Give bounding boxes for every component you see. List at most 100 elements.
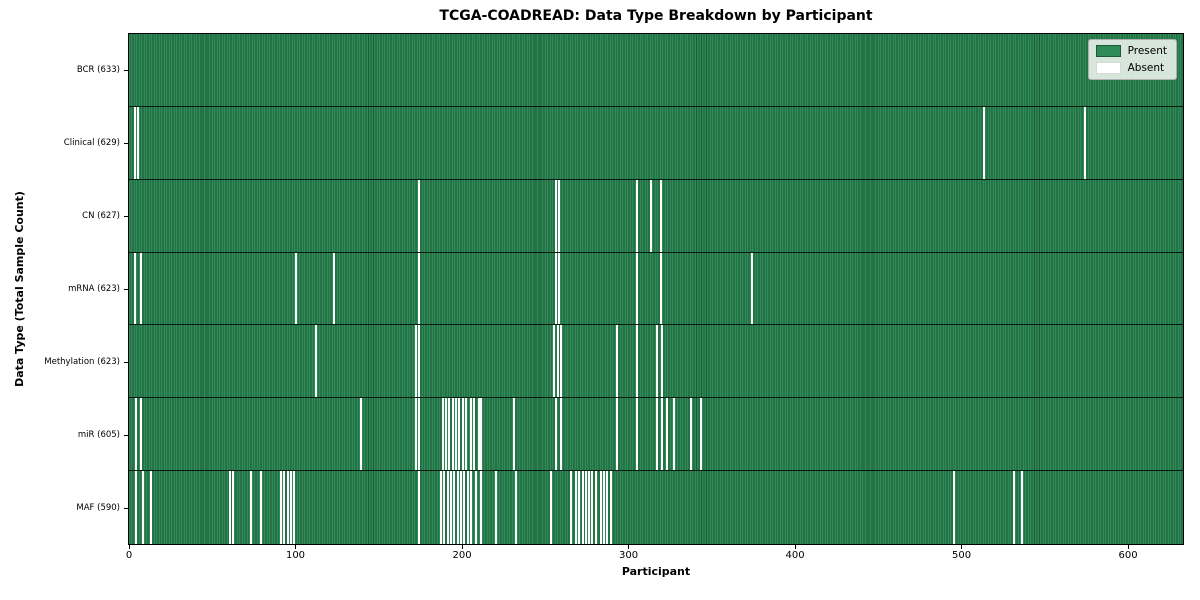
absent-stripe (464, 398, 467, 471)
absent-stripe (441, 398, 444, 471)
absent-stripe (659, 252, 662, 325)
absent-stripe (461, 398, 464, 471)
absent-stripe (558, 179, 561, 252)
absent-stripe (414, 398, 417, 471)
absent-stripe (448, 398, 451, 471)
absent-stripe (569, 471, 572, 544)
absent-stripe (451, 398, 454, 471)
absent-stripe (1084, 106, 1087, 179)
x-tick-label: 500 (951, 550, 972, 561)
x-tick-label: 400 (785, 550, 805, 561)
x-tick (128, 545, 130, 549)
absent-stripe (591, 471, 594, 544)
absent-stripe (656, 398, 659, 471)
row-mir (129, 398, 1183, 472)
absent-stripe (636, 398, 639, 471)
absent-stripe (656, 325, 659, 398)
absent-stripe (286, 471, 289, 544)
absent-stripe (136, 106, 139, 179)
y-tick (124, 289, 128, 290)
absent-stripe (649, 179, 652, 252)
absent-stripe (458, 398, 461, 471)
row-cn (129, 179, 1183, 253)
absent-stripe (559, 398, 562, 471)
absent-stripe (443, 471, 446, 544)
absent-stripe (469, 471, 472, 544)
row-clinical (129, 106, 1183, 180)
legend: Present Absent (1087, 39, 1177, 80)
absent-stripe (150, 471, 153, 544)
absent-stripe (616, 398, 619, 471)
absent-stripe (280, 471, 283, 544)
y-tick (124, 216, 128, 218)
absent-stripe (616, 325, 619, 398)
y-tick-label-mir: miR (605) (77, 429, 120, 440)
absent-stripe (228, 471, 231, 544)
absent-stripe (666, 398, 669, 471)
x-tick (961, 545, 963, 549)
absent-stripe (661, 325, 664, 398)
x-tick-label: 100 (285, 550, 306, 561)
absent-stripe (982, 106, 985, 179)
x-tick (461, 545, 463, 549)
row-bcr (129, 34, 1183, 107)
absent-stripe (333, 252, 336, 325)
x-tick (628, 545, 630, 549)
absent-stripe (418, 179, 421, 252)
absent-stripe (250, 471, 253, 544)
legend-item-present: Present (1095, 45, 1167, 57)
absent-stripe (514, 471, 517, 544)
absent-stripe (699, 398, 702, 471)
absent-stripe (463, 471, 466, 544)
absent-stripe (293, 471, 296, 544)
absent-stripe (952, 471, 955, 544)
absent-stripe (414, 325, 417, 398)
absent-stripe (231, 471, 234, 544)
x-tick (794, 545, 796, 549)
absent-stripe (636, 325, 639, 398)
absent-swatch-icon (1095, 62, 1121, 74)
y-tick (124, 434, 128, 436)
absent-stripe (135, 471, 138, 544)
absent-stripe (556, 325, 559, 398)
absent-stripe (449, 471, 452, 544)
y-tick-label-mrna: mRNA (623) (68, 284, 120, 294)
absent-stripe (659, 179, 662, 252)
y-tick (124, 361, 128, 363)
x-tick-label: 0 (125, 550, 133, 561)
absent-stripe (549, 471, 552, 544)
absent-stripe (290, 471, 293, 544)
absent-stripe (283, 471, 286, 544)
absent-stripe (554, 252, 557, 325)
absent-stripe (360, 398, 363, 471)
y-tick-label-bcr: BCR (633) (76, 65, 120, 76)
legend-label-present: Present (1127, 45, 1167, 57)
absent-stripe (1021, 471, 1024, 544)
absent-stripe (141, 471, 144, 544)
absent-stripe (439, 471, 442, 544)
x-tick-label: 300 (618, 550, 639, 561)
chart-title: TCGA-COADREAD: Data Type Breakdown by Pa… (439, 8, 873, 24)
y-tick (124, 507, 128, 509)
absent-stripe (446, 471, 449, 544)
absent-stripe (469, 398, 472, 471)
absent-stripe (599, 471, 602, 544)
x-tick (1127, 545, 1129, 549)
absent-stripe (295, 252, 298, 325)
absent-stripe (418, 398, 421, 471)
y-axis-label: Data Type (Total Sample Count) (13, 191, 26, 387)
row-maf (129, 471, 1183, 544)
x-tick-label: 600 (1118, 550, 1138, 561)
absent-stripe (558, 252, 561, 325)
absent-stripe (260, 471, 263, 544)
absent-stripe (661, 398, 664, 471)
absent-stripe (689, 398, 692, 471)
absent-stripe (594, 471, 597, 544)
absent-stripe (133, 106, 136, 179)
absent-stripe (140, 398, 143, 471)
absent-stripe (513, 398, 516, 471)
absent-stripe (418, 471, 421, 544)
legend-label-absent: Absent (1127, 62, 1165, 74)
absent-stripe (140, 252, 143, 325)
absent-stripe (459, 471, 462, 544)
